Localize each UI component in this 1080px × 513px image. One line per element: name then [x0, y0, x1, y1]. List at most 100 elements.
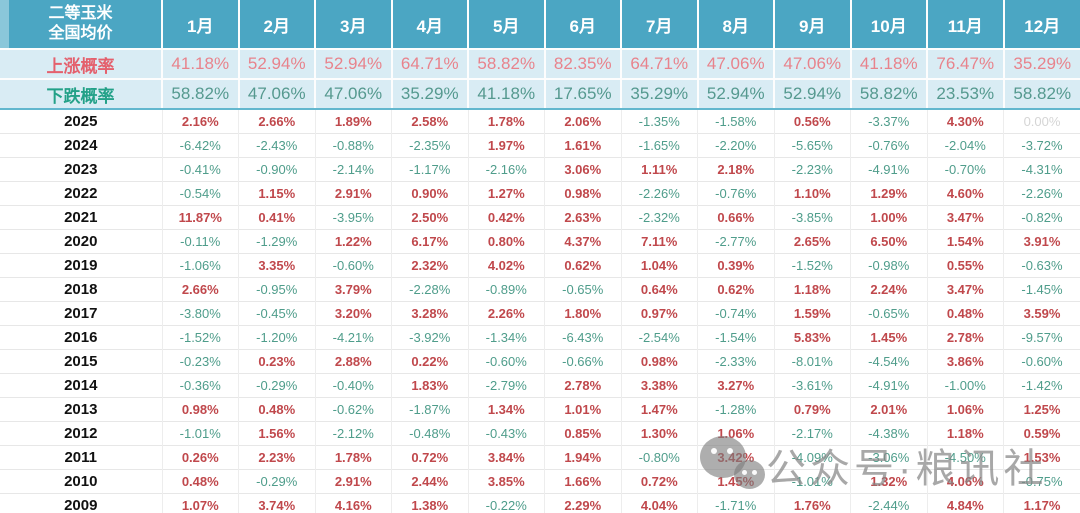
value-cell: 0.23% [238, 349, 315, 374]
year-row: 2023 -0.41% -0.90% -2.14% -1.17% -2.16% 3.06% 1… [0, 157, 1080, 182]
value-cell: 3.79% [314, 277, 392, 302]
value-cell: 0.42% [467, 205, 545, 230]
value-cell: -6.42% [161, 133, 239, 158]
rise-probability-cell: 82.35% [543, 49, 621, 80]
value-cell: -1.20% [238, 325, 315, 350]
value-cell: -1.65% [620, 133, 698, 158]
value-cell: 2.44% [391, 469, 468, 494]
year-label: 2017 [0, 301, 162, 326]
value-cell: -0.40% [314, 373, 392, 398]
value-cell: 2.23% [238, 445, 315, 470]
fall-probability-cell: 58.82% [1002, 79, 1080, 110]
value-cell: -3.72% [1003, 133, 1080, 158]
value-cell: 0.62% [544, 253, 621, 278]
year-row: 2015 -0.23% 0.23% 2.88% 0.22% -0.60% -0.66% 0.9… [0, 349, 1080, 374]
value-cell: -0.90% [238, 157, 315, 182]
fall-probability-cell: 58.82% [849, 79, 927, 110]
value-cell: -0.60% [467, 349, 545, 374]
value-cell: -0.89% [467, 277, 545, 302]
value-cell: 0.90% [391, 181, 468, 206]
month-header: 7月 [620, 0, 698, 50]
value-cell: -2.77% [697, 229, 774, 254]
value-cell: -1.01% [773, 469, 851, 494]
value-cell: 0.26% [161, 445, 239, 470]
year-label: 2014 [0, 373, 162, 398]
value-cell: 1.78% [314, 445, 392, 470]
value-cell: 0.55% [926, 253, 1004, 278]
value-cell: 3.06% [544, 157, 621, 182]
value-cell: 2.88% [314, 349, 392, 374]
value-cell: 2.50% [391, 205, 468, 230]
value-cell: -0.82% [1003, 205, 1080, 230]
value-cell: 3.84% [467, 445, 545, 470]
value-cell: 1.06% [697, 421, 774, 446]
header-row: 二等玉米 全国均价 1月 2月 3月 4月 5月 6月 7月 8月 9月 10月 11月 12月 [0, 0, 1080, 50]
value-cell: 2.65% [773, 229, 851, 254]
value-cell: -1.01% [161, 421, 239, 446]
value-cell: -4.91% [850, 157, 927, 182]
rise-probability-cell: 52.94% [237, 49, 315, 80]
table-corner-title: 二等玉米 全国均价 [0, 0, 162, 50]
value-cell: -1.00% [926, 373, 1004, 398]
value-cell: 0.56% [773, 108, 851, 134]
year-label: 2009 [0, 493, 162, 513]
value-cell: 7.11% [620, 229, 698, 254]
fall-probability-cell: 52.94% [696, 79, 774, 110]
value-cell: 1.38% [391, 493, 468, 513]
value-cell: -2.23% [773, 157, 851, 182]
value-cell: 0.00% [1003, 108, 1080, 134]
value-cell: 3.20% [314, 301, 392, 326]
value-cell: -0.98% [850, 253, 927, 278]
value-cell: -1.35% [620, 108, 698, 134]
value-cell: 3.91% [1003, 229, 1080, 254]
value-cell: -0.76% [850, 133, 927, 158]
value-cell: -1.52% [161, 325, 239, 350]
value-cell: -2.44% [850, 493, 927, 513]
year-label: 2023 [0, 157, 162, 182]
value-cell: -2.32% [620, 205, 698, 230]
value-cell: 2.32% [391, 253, 468, 278]
fall-probability-cell: 47.06% [237, 79, 315, 110]
value-cell: -1.29% [238, 229, 315, 254]
year-label: 2019 [0, 253, 162, 278]
fall-probability-cell: 17.65% [543, 79, 621, 110]
fall-probability-label: 下跌概率 [0, 79, 162, 110]
value-cell: -4.21% [314, 325, 392, 350]
value-cell: 3.42% [697, 445, 774, 470]
value-cell: -3.06% [850, 445, 927, 470]
value-cell: 3.38% [620, 373, 698, 398]
value-cell: 6.50% [850, 229, 927, 254]
year-row: 2012 -1.01% 1.56% -2.12% -0.48% -0.43% 0.85% 1.… [0, 421, 1080, 446]
value-cell: -0.22% [467, 493, 545, 513]
value-cell: 0.72% [391, 445, 468, 470]
value-cell: 1.22% [314, 229, 392, 254]
year-row: 2011 0.26% 2.23% 1.78% 0.72% 3.84% 1.94% -0.80%… [0, 445, 1080, 470]
value-cell: 1.10% [773, 181, 851, 206]
value-cell: 0.59% [1003, 421, 1080, 446]
month-header: 3月 [314, 0, 392, 50]
rise-probability-row: 上涨概率 41.18% 52.94% 52.94% 64.71% 58.82% 82.35%… [0, 49, 1080, 80]
value-cell: -0.74% [697, 301, 774, 326]
value-cell: 1.56% [238, 421, 315, 446]
month-header: 11月 [926, 0, 1004, 50]
value-cell: 6.17% [391, 229, 468, 254]
value-cell: 0.98% [544, 181, 621, 206]
value-cell: -0.70% [926, 157, 1004, 182]
year-row: 2016 -1.52% -1.20% -4.21% -3.92% -1.34% -6.43%… [0, 325, 1080, 350]
year-label: 2010 [0, 469, 162, 494]
value-cell: -2.12% [314, 421, 392, 446]
value-cell: -0.23% [161, 349, 239, 374]
year-label: 2021 [0, 205, 162, 230]
value-cell: 1.45% [697, 469, 774, 494]
fall-probability-cell: 47.06% [314, 79, 392, 110]
value-cell: 3.35% [238, 253, 315, 278]
rise-probability-cell: 35.29% [1002, 49, 1080, 80]
year-label: 2018 [0, 277, 162, 302]
value-cell: -2.43% [238, 133, 315, 158]
value-cell: -2.04% [926, 133, 1004, 158]
value-cell: -3.85% [773, 205, 851, 230]
value-cell: -9.57% [1003, 325, 1080, 350]
value-cell: -0.29% [238, 469, 315, 494]
value-cell: -0.60% [314, 253, 392, 278]
value-cell: 1.18% [926, 421, 1004, 446]
